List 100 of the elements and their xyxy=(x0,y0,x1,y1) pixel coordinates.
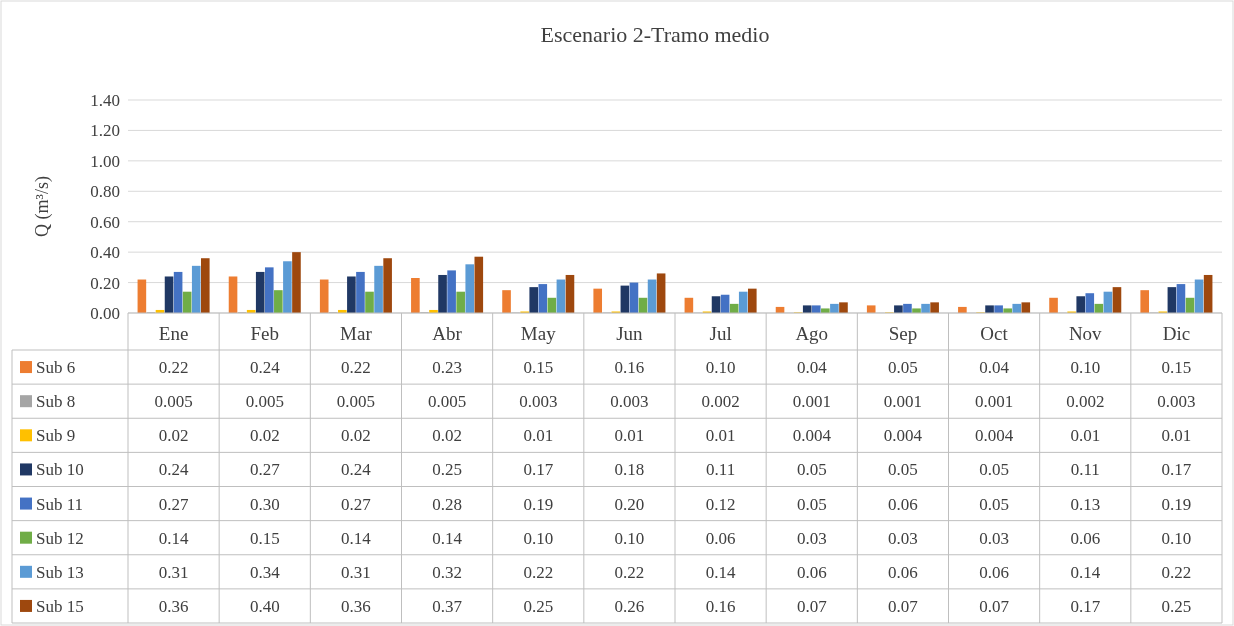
data-label: 0.001 xyxy=(974,392,1014,412)
data-label: 0.07 xyxy=(888,596,919,616)
data-label: 0.25 xyxy=(1161,596,1192,616)
data-label: 0.004 xyxy=(792,426,832,446)
data-label: 0.05 xyxy=(796,494,827,514)
data-label: 0.002 xyxy=(701,392,740,412)
y-tick-label: 0.00 xyxy=(90,304,120,323)
data-label: 0.05 xyxy=(888,358,918,378)
data-label: 0.06 xyxy=(1070,528,1101,548)
data-label: 0.02 xyxy=(249,426,280,446)
data-label: 0.40 xyxy=(249,596,280,616)
data-label: 0.06 xyxy=(888,562,918,582)
data-label: 0.11 xyxy=(1070,460,1100,480)
data-label: 0.03 xyxy=(796,528,827,548)
y-tick-label: 0.80 xyxy=(90,182,120,202)
data-label: 0.005 xyxy=(336,392,376,412)
data-label: 0.31 xyxy=(158,562,189,582)
data-label: 0.06 xyxy=(705,528,736,548)
data-label: 0.06 xyxy=(979,562,1009,582)
data-label: 0.10 xyxy=(705,358,736,378)
data-label: 0.27 xyxy=(249,460,281,480)
x-tick-label: Nov xyxy=(1068,323,1103,344)
data-label: 0.13 xyxy=(1070,494,1101,514)
data-label: 0.17 xyxy=(1161,460,1192,480)
x-tick-label: Dic xyxy=(1162,323,1191,344)
data-label: 0.12 xyxy=(705,494,736,514)
data-label: 0.001 xyxy=(883,392,923,412)
y-tick-label: 1.20 xyxy=(90,121,120,141)
legend-label: Sub 12 xyxy=(36,528,84,548)
data-label: 0.01 xyxy=(705,426,736,446)
data-label: 0.34 xyxy=(249,562,281,582)
data-label: 0.22 xyxy=(523,562,554,582)
data-label: 0.30 xyxy=(249,494,280,514)
data-label: 0.27 xyxy=(341,494,372,514)
data-label: 0.01 xyxy=(614,426,645,446)
x-tick-label: Mar xyxy=(340,323,373,344)
x-tick-label: Ago xyxy=(795,323,829,344)
data-label: 0.03 xyxy=(888,528,918,548)
data-label: 0.004 xyxy=(883,426,923,446)
data-label: 0.05 xyxy=(796,460,827,480)
data-label: 0.14 xyxy=(432,528,463,548)
data-label: 0.11 xyxy=(706,460,736,480)
data-label: 0.003 xyxy=(1157,392,1196,412)
data-label: 0.36 xyxy=(158,596,189,616)
chart-title: Escenario 2-Tramo medio xyxy=(540,22,770,47)
data-label: 0.24 xyxy=(341,460,372,480)
data-label: 0.02 xyxy=(432,426,462,446)
data-label: 0.04 xyxy=(796,358,828,378)
data-label: 0.26 xyxy=(614,596,645,616)
data-label: 0.03 xyxy=(979,528,1009,548)
data-label: 0.25 xyxy=(432,460,462,480)
data-label: 0.14 xyxy=(341,528,372,548)
data-label: 0.10 xyxy=(1070,358,1101,378)
data-label: 0.005 xyxy=(245,392,284,412)
data-label: 0.04 xyxy=(979,358,1010,378)
data-label: 0.005 xyxy=(427,392,467,412)
data-label: 0.005 xyxy=(154,392,193,412)
data-label: 0.22 xyxy=(341,358,371,378)
data-label: 0.003 xyxy=(519,392,558,412)
data-label: 0.06 xyxy=(888,494,918,514)
data-label: 0.31 xyxy=(341,562,371,582)
data-label: 0.32 xyxy=(432,562,462,582)
x-tick-label: May xyxy=(520,323,557,344)
y-tick-label: 1.40 xyxy=(90,91,120,110)
data-label: 0.22 xyxy=(614,562,645,582)
data-label: 0.22 xyxy=(1161,562,1192,582)
data-label: 0.05 xyxy=(979,494,1009,514)
legend-label: Sub 13 xyxy=(36,562,84,582)
data-label: 0.004 xyxy=(974,426,1014,446)
y-tick-label: 0.40 xyxy=(90,243,120,263)
data-label: 0.06 xyxy=(796,562,827,582)
data-label: 0.01 xyxy=(523,426,554,446)
x-tick-label: Jun xyxy=(616,323,644,344)
data-label: 0.17 xyxy=(1070,596,1101,616)
y-tick-label: 1.00 xyxy=(90,151,120,171)
x-tick-label: Abr xyxy=(432,323,463,344)
x-tick-label: Feb xyxy=(250,323,279,344)
data-label: 0.23 xyxy=(432,358,462,378)
x-tick-label: Sep xyxy=(888,323,918,344)
data-label: 0.003 xyxy=(610,392,649,412)
legend-label: Sub 11 xyxy=(36,494,84,514)
data-label: 0.19 xyxy=(523,494,554,514)
y-tick-label: 0.20 xyxy=(90,273,120,293)
x-tick-label: Jul xyxy=(709,323,732,344)
data-label: 0.25 xyxy=(523,596,554,616)
data-label: 0.07 xyxy=(979,596,1010,616)
data-label: 0.02 xyxy=(158,426,189,446)
data-label: 0.16 xyxy=(705,596,736,616)
data-label: 0.05 xyxy=(979,460,1009,480)
data-label: 0.14 xyxy=(158,528,189,548)
data-label: 0.01 xyxy=(1070,426,1101,446)
data-label: 0.05 xyxy=(888,460,918,480)
data-label: 0.001 xyxy=(792,392,831,412)
data-label: 0.10 xyxy=(523,528,554,548)
data-label: 0.10 xyxy=(614,528,645,548)
legend-label: Sub 6 xyxy=(36,358,76,378)
data-label: 0.002 xyxy=(1066,392,1105,412)
data-label: 0.27 xyxy=(158,494,189,514)
x-tick-label: Ene xyxy=(158,323,189,344)
legend-label: Sub 15 xyxy=(36,596,84,616)
